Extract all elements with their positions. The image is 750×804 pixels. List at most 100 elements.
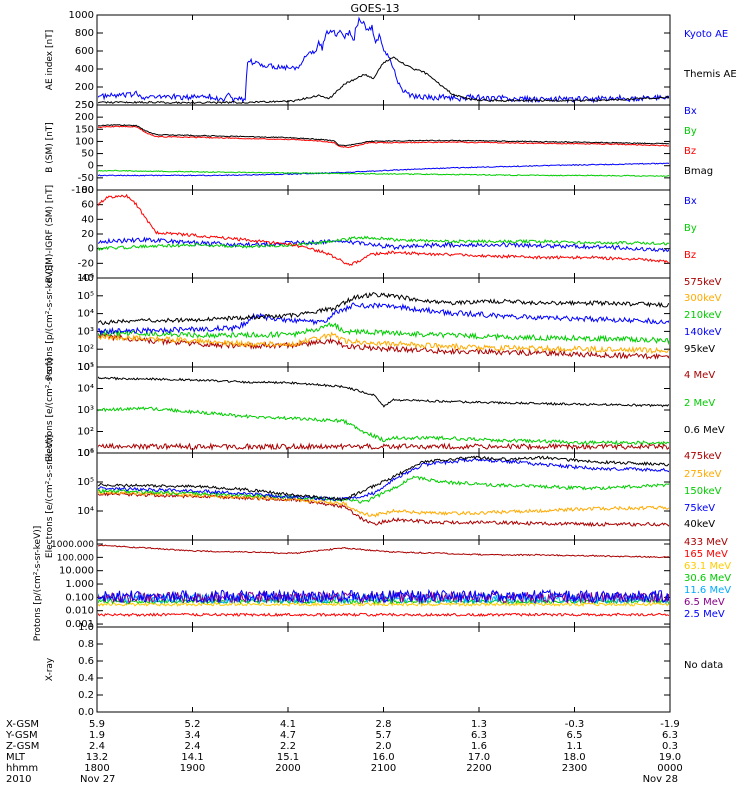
orbit-row-label: hhmm: [6, 763, 38, 774]
orbit-value: -1.9: [660, 719, 680, 730]
series-line: [98, 162, 669, 177]
y-tick-label: 20: [81, 229, 94, 240]
series-line: [98, 489, 669, 518]
y-tick-label: -40: [78, 273, 94, 284]
series-line: [98, 56, 669, 104]
orbit-value: 4.7: [280, 730, 296, 741]
y-tick-label: 10³: [77, 326, 94, 337]
y-tick-label: 0.8: [78, 639, 94, 650]
legend-label: 0.6 MeV: [684, 425, 725, 436]
y-tick-label: 100: [75, 136, 94, 147]
y-tick-label: 10³: [77, 405, 94, 416]
series-line: [98, 442, 669, 451]
orbit-row-label: X-GSM: [6, 719, 39, 730]
plot-title: GOES-13: [350, 2, 399, 15]
y-tick-label: 0.010: [65, 606, 94, 617]
orbit-value: 3.4: [185, 730, 201, 741]
orbit-value: 15.1: [277, 752, 299, 763]
y-tick-label: 0.001: [65, 619, 94, 630]
legend-label: 165 MeV: [684, 549, 728, 560]
panel-frame: [96, 104, 671, 191]
series-line: [98, 332, 669, 360]
y-tick-label: 250: [75, 100, 94, 111]
legend-label: Bmag: [684, 166, 713, 177]
y-tick-label: 0.2: [78, 690, 94, 701]
series-line: [98, 475, 669, 504]
series-line: [98, 302, 669, 336]
legend-label: Bx: [684, 106, 697, 117]
y-tick-label: 50: [81, 149, 94, 160]
y-tick-label: 10¹: [77, 362, 94, 373]
series-line: [98, 236, 669, 253]
panel-frame: [96, 277, 671, 368]
series-line: [98, 457, 669, 503]
y-tick-label: -20: [78, 258, 94, 269]
legend-label: Bx: [684, 196, 697, 207]
y-tick-label: 40: [81, 214, 94, 225]
legend-label: 75keV: [684, 503, 715, 514]
orbit-value: 1.9: [89, 730, 105, 741]
y-tick-label: 0: [88, 244, 94, 255]
orbit-value: Nov 28: [643, 774, 678, 785]
orbit-value: 19.0: [659, 752, 681, 763]
y-tick-label: 10⁶: [77, 273, 94, 284]
legend-label: Kyoto AE: [684, 29, 728, 40]
y-tick-label: 0.4: [78, 673, 94, 684]
y-axis-label: B (SM)-IGRF (SM) [nT]: [45, 185, 55, 283]
y-tick-label: 10.000: [59, 566, 94, 577]
panel-frame: [96, 14, 671, 106]
y-axis-label: Electrons [e/(cm²-s-sr-keV)]: [45, 435, 55, 558]
y-tick-label: 150: [75, 124, 94, 135]
orbit-value: 2000: [275, 763, 300, 774]
series-line: [98, 612, 669, 617]
series-line: [98, 376, 669, 408]
orbit-value: 2.8: [376, 719, 392, 730]
orbit-row-label: MLT: [6, 752, 26, 763]
y-tick-label: 10⁴: [77, 309, 94, 320]
orbit-value: 5.7: [376, 730, 392, 741]
orbit-value: 1800: [84, 763, 109, 774]
series-line: [98, 124, 669, 147]
orbit-value: 6.5: [567, 730, 583, 741]
y-tick-label: 60: [81, 200, 94, 211]
y-axis-label: Protons [p/(cm²-s-sr-keV)]: [33, 526, 43, 642]
series-line: [98, 193, 669, 266]
legend-label: 300keV: [684, 293, 722, 304]
legend-label: 40keV: [684, 519, 715, 530]
legend-label: 2 MeV: [684, 398, 715, 409]
series-line: [98, 169, 669, 177]
y-axis-label: Protons [p/(cm²-s-sr-keV)]: [45, 265, 55, 381]
y-axis-label: AE index [nT]: [45, 30, 55, 90]
legend-label: Themis AE: [683, 69, 737, 80]
y-tick-label: 600: [75, 46, 94, 57]
orbit-value: Nov 27: [80, 774, 115, 785]
orbit-value: 6.3: [471, 730, 487, 741]
legend-label: 275keV: [684, 469, 722, 480]
orbit-row-label: 2010: [6, 774, 31, 785]
orbit-value: 1.6: [471, 741, 487, 752]
y-tick-label: 200: [75, 82, 94, 93]
legend-label: 140keV: [684, 327, 722, 338]
orbit-value: 1900: [180, 763, 205, 774]
y-tick-label: 400: [75, 64, 94, 75]
y-tick-label: 1.0: [78, 622, 94, 633]
legend-label: 6.5 MeV: [684, 597, 725, 608]
orbit-value: 2.0: [376, 741, 392, 752]
series-line: [98, 406, 669, 446]
legend-label: 433 MeV: [684, 537, 728, 548]
y-tick-label: 0: [88, 161, 94, 172]
y-tick-label: 0.6: [78, 656, 94, 667]
y-tick-label: 80: [81, 185, 94, 196]
y-tick-label: -50: [78, 173, 94, 184]
y-tick-label: 10⁶: [77, 448, 94, 459]
y-tick-label: 10⁵: [77, 291, 94, 302]
series-line: [98, 455, 669, 502]
orbit-value: 16.0: [372, 752, 394, 763]
y-tick-label: 1000.000: [51, 540, 94, 550]
y-axis-label: X-ray: [45, 657, 55, 681]
y-tick-label: 10²: [77, 344, 94, 355]
y-tick-label: 100.000: [57, 553, 94, 563]
orbit-value: 2.2: [280, 741, 296, 752]
y-tick-label: 10¹: [77, 448, 94, 459]
legend-label: 95keV: [684, 344, 715, 355]
